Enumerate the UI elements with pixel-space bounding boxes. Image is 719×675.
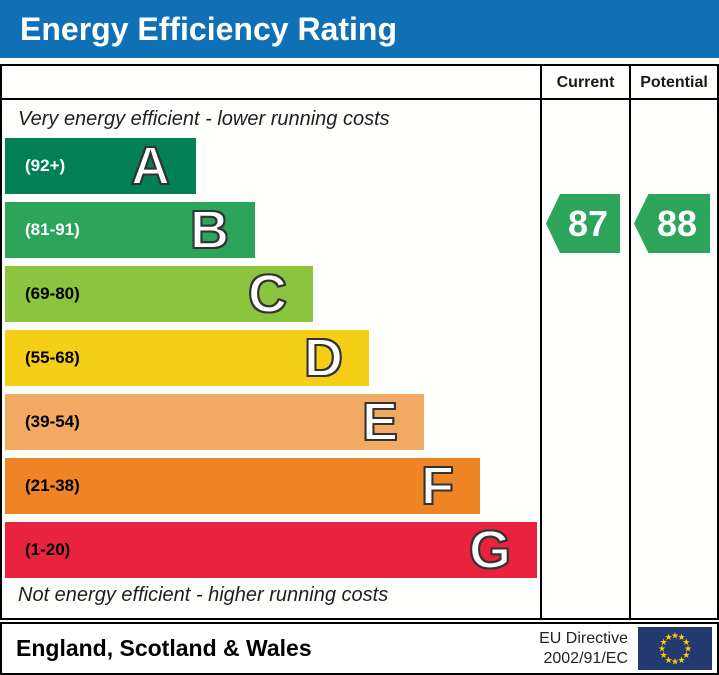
band-grade-letter: C	[247, 264, 288, 324]
svg-text:★: ★	[682, 637, 690, 647]
band-grade-letter: D	[303, 328, 344, 388]
potential-rating-value: 88	[656, 202, 698, 244]
column-divider-current	[540, 66, 542, 618]
band-range-label: (92+)	[25, 156, 66, 175]
footer: England, Scotland & Wales EU Directive 2…	[0, 622, 719, 675]
band-grade-letter: E	[361, 392, 399, 452]
band-range-label: (39-54)	[25, 412, 80, 431]
band-range-label: (21-38)	[25, 476, 80, 495]
eu-flag-icon: ★★★★★★★★★★★★	[638, 627, 712, 670]
eu-directive-text: EU Directive 2002/91/EC	[539, 629, 628, 669]
svg-text:★: ★	[684, 644, 692, 654]
column-header-current: Current	[556, 74, 615, 91]
svg-text:★: ★	[671, 631, 679, 641]
band-grade-letter: B	[189, 200, 230, 260]
band-grade-letter: G	[468, 520, 512, 580]
band-row-d: (55-68) D	[5, 330, 369, 386]
band-grade-letter: A	[130, 136, 171, 196]
bottom-note: Not energy efficient - higher running co…	[18, 584, 389, 606]
svg-text:★: ★	[664, 655, 672, 665]
band-range-label: (1-20)	[25, 540, 71, 559]
rating-table: Current Potential Very energy efficient …	[0, 64, 719, 620]
region-label: England, Scotland & Wales	[16, 635, 312, 661]
title-bar: Energy Efficiency Rating	[0, 0, 719, 58]
band-row-c: (69-80) C	[5, 266, 313, 322]
table-header-row: Current Potential	[2, 66, 717, 100]
band-range-label: (81-91)	[25, 220, 80, 239]
band-row-f: (21-38) F	[5, 458, 480, 514]
eu-directive-line1: EU Directive	[539, 629, 628, 647]
svg-text:★: ★	[677, 655, 685, 665]
band-row-g: (1-20) G	[5, 522, 537, 578]
band-range-label: (69-80)	[25, 284, 80, 303]
page-title: Energy Efficiency Rating	[20, 11, 397, 47]
svg-text:★: ★	[671, 657, 679, 667]
svg-text:★: ★	[664, 632, 672, 642]
current-rating-value: 87	[567, 202, 609, 244]
current-rating-arrow: 87	[546, 194, 620, 253]
svg-text:★: ★	[677, 632, 685, 642]
column-header-potential: Potential	[640, 74, 708, 91]
band-range-label: (55-68)	[25, 348, 80, 367]
eu-directive-line2: 2002/91/EC	[543, 649, 628, 667]
svg-text:★: ★	[658, 644, 666, 654]
svg-text:★: ★	[660, 650, 668, 660]
band-row-b: (81-91) B	[5, 202, 255, 258]
potential-rating-arrow: 88	[634, 194, 710, 253]
svg-text:★: ★	[682, 650, 690, 660]
svg-text:★: ★	[660, 637, 668, 647]
top-note: Very energy efficient - lower running co…	[18, 108, 390, 130]
column-divider-potential	[629, 66, 631, 618]
band-row-a: (92+) A	[5, 138, 196, 194]
band-grade-letter: F	[420, 456, 455, 516]
band-row-e: (39-54) E	[5, 394, 424, 450]
